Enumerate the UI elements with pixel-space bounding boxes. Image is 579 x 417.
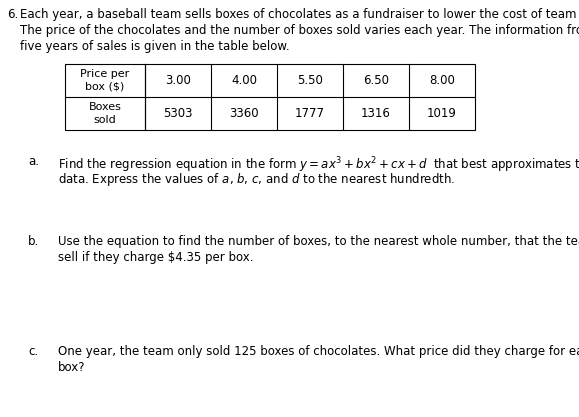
Text: Each year, a baseball team sells boxes of chocolates as a fundraiser to lower th: Each year, a baseball team sells boxes o…: [20, 8, 579, 21]
Text: 4.00: 4.00: [231, 74, 257, 87]
Bar: [65, 64, 475, 130]
Text: 5.50: 5.50: [297, 74, 323, 87]
Text: a.: a.: [28, 155, 39, 168]
Text: five years of sales is given in the table below.: five years of sales is given in the tabl…: [20, 40, 289, 53]
Text: b.: b.: [28, 235, 39, 248]
Text: Boxes
sold: Boxes sold: [89, 102, 122, 125]
Text: Use the equation to find the number of boxes, to the nearest whole number, that : Use the equation to find the number of b…: [58, 235, 579, 248]
Text: 5303: 5303: [163, 107, 193, 120]
Text: Find the regression equation in the form $y = ax^3 + bx^2 + cx + d$  that best a: Find the regression equation in the form…: [58, 155, 579, 175]
Text: c.: c.: [28, 345, 38, 358]
Text: 1316: 1316: [361, 107, 391, 120]
Text: box?: box?: [58, 361, 86, 374]
Text: 3360: 3360: [229, 107, 259, 120]
Text: 1777: 1777: [295, 107, 325, 120]
Text: Price per
box ($): Price per box ($): [80, 69, 130, 92]
Text: The price of the chocolates and the number of boxes sold varies each year. The i: The price of the chocolates and the numb…: [20, 24, 579, 37]
Text: 6.50: 6.50: [363, 74, 389, 87]
Text: 6.: 6.: [7, 8, 19, 21]
Text: 8.00: 8.00: [429, 74, 455, 87]
Text: 1019: 1019: [427, 107, 457, 120]
Text: data. Express the values of $a$, $b$, $c$, and $d$ to the nearest hundredth.: data. Express the values of $a$, $b$, $c…: [58, 171, 455, 188]
Text: One year, the team only sold 125 boxes of chocolates. What price did they charge: One year, the team only sold 125 boxes o…: [58, 345, 579, 358]
Text: sell if they charge $4.35 per box.: sell if they charge $4.35 per box.: [58, 251, 254, 264]
Text: 3.00: 3.00: [165, 74, 191, 87]
